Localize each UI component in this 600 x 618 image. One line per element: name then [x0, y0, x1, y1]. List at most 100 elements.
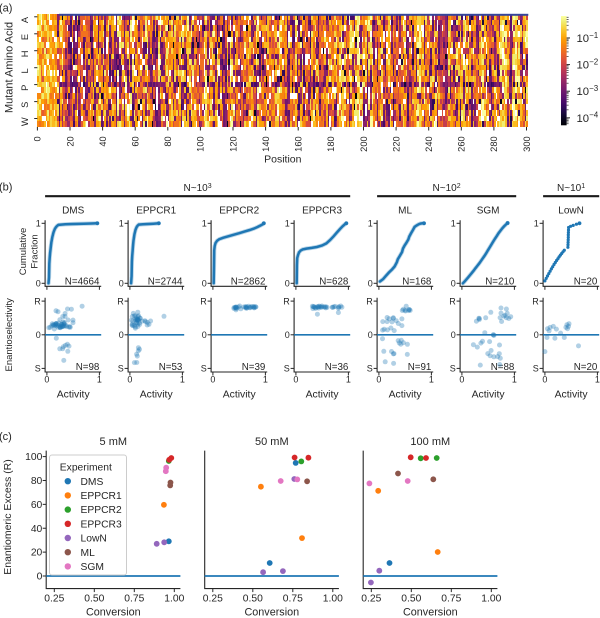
svg-text:5 mM: 5 mM: [100, 436, 128, 448]
svg-text:1: 1: [119, 219, 124, 229]
svg-text:80: 80: [31, 476, 43, 487]
svg-text:N=98: N=98: [76, 362, 100, 373]
svg-text:0.25: 0.25: [361, 594, 381, 605]
svg-text:W: W: [20, 117, 30, 126]
svg-text:SGM: SGM: [81, 562, 104, 573]
svg-text:0: 0: [37, 572, 43, 583]
svg-text:R: R: [34, 296, 41, 306]
svg-text:0: 0: [285, 279, 290, 289]
svg-text:DMS: DMS: [62, 206, 85, 217]
svg-text:DMS: DMS: [81, 477, 104, 488]
svg-text:A: A: [20, 16, 30, 23]
svg-text:200: 200: [359, 136, 369, 152]
svg-text:0: 0: [119, 330, 124, 340]
svg-text:1: 1: [451, 219, 456, 229]
svg-text:(b): (b): [0, 182, 12, 194]
svg-text:0: 0: [534, 279, 539, 289]
svg-text:L: L: [20, 68, 30, 73]
svg-text:1: 1: [36, 219, 41, 229]
svg-text:Activity: Activity: [140, 389, 174, 400]
svg-text:EPPCR3: EPPCR3: [81, 519, 122, 530]
svg-text:0: 0: [293, 374, 298, 384]
svg-text:(a): (a): [0, 3, 12, 15]
svg-text:S: S: [20, 102, 30, 108]
svg-text:R: R: [532, 296, 539, 306]
svg-text:Position: Position: [264, 154, 302, 166]
svg-text:N~102: N~102: [433, 183, 461, 194]
svg-text:P: P: [20, 85, 30, 91]
svg-text:Conversion: Conversion: [244, 607, 299, 618]
svg-text:Activity: Activity: [223, 389, 257, 400]
svg-text:Conversion: Conversion: [86, 607, 141, 618]
svg-text:1.00: 1.00: [164, 594, 184, 605]
svg-text:N=20: N=20: [574, 276, 598, 287]
svg-text:20: 20: [31, 548, 43, 559]
svg-text:LowN: LowN: [558, 206, 584, 217]
svg-text:N=628: N=628: [319, 276, 349, 287]
svg-text:100: 100: [25, 452, 42, 463]
svg-text:0: 0: [285, 330, 290, 340]
svg-text:300: 300: [522, 136, 532, 152]
svg-text:SGM: SGM: [477, 206, 500, 217]
svg-text:0: 0: [202, 330, 207, 340]
svg-text:N~101: N~101: [557, 183, 585, 194]
svg-text:Activity: Activity: [306, 389, 340, 400]
svg-text:N=36: N=36: [325, 362, 349, 373]
svg-text:Mutant Amino Acid: Mutant Amino Acid: [4, 22, 16, 113]
svg-text:S: S: [201, 364, 207, 374]
svg-text:80: 80: [163, 136, 173, 146]
svg-text:0: 0: [202, 279, 207, 289]
svg-text:E: E: [20, 34, 30, 40]
svg-text:0: 0: [127, 374, 132, 384]
svg-text:50 mM: 50 mM: [255, 436, 289, 448]
svg-text:R: R: [449, 296, 456, 306]
svg-text:0: 0: [36, 279, 41, 289]
svg-text:0: 0: [376, 374, 381, 384]
svg-text:0.25: 0.25: [44, 594, 64, 605]
svg-text:60: 60: [31, 500, 43, 511]
svg-text:R: R: [117, 296, 124, 306]
svg-text:H: H: [20, 51, 30, 58]
svg-text:1: 1: [368, 219, 373, 229]
svg-text:60: 60: [131, 136, 141, 146]
svg-text:0: 0: [368, 279, 373, 289]
svg-text:0: 0: [119, 279, 124, 289]
svg-text:100 mM: 100 mM: [410, 436, 450, 448]
svg-text:100: 100: [196, 136, 206, 152]
svg-text:1: 1: [429, 374, 434, 384]
svg-text:0: 0: [36, 330, 41, 340]
svg-text:0: 0: [451, 279, 456, 289]
svg-text:Activity: Activity: [57, 389, 91, 400]
svg-text:EPPCR1: EPPCR1: [136, 206, 176, 217]
svg-text:1: 1: [180, 374, 185, 384]
svg-text:N=2744: N=2744: [148, 276, 183, 287]
svg-text:R: R: [283, 296, 290, 306]
svg-text:ML: ML: [81, 548, 96, 559]
svg-text:1.00: 1.00: [323, 594, 343, 605]
svg-text:0: 0: [451, 330, 456, 340]
svg-text:20: 20: [65, 136, 75, 146]
svg-text:R: R: [200, 296, 207, 306]
svg-text:0: 0: [210, 374, 215, 384]
svg-text:180: 180: [326, 136, 336, 152]
svg-text:Activity: Activity: [555, 389, 589, 400]
svg-text:N=91: N=91: [408, 362, 432, 373]
svg-text:0: 0: [44, 374, 49, 384]
svg-text:0.25: 0.25: [203, 594, 223, 605]
svg-text:40: 40: [98, 136, 108, 146]
svg-text:0.75: 0.75: [283, 594, 303, 605]
svg-text:S: S: [284, 364, 290, 374]
svg-text:N=4664: N=4664: [65, 276, 100, 287]
svg-text:280: 280: [489, 136, 499, 152]
svg-text:N=2862: N=2862: [231, 276, 266, 287]
svg-text:Activity: Activity: [389, 389, 423, 400]
svg-text:1: 1: [512, 374, 517, 384]
svg-text:240: 240: [424, 136, 434, 152]
svg-text:0.50: 0.50: [243, 594, 263, 605]
svg-text:N=210: N=210: [485, 276, 515, 287]
svg-text:160: 160: [294, 136, 304, 152]
svg-text:N=53: N=53: [159, 362, 183, 373]
svg-text:S: S: [533, 364, 539, 374]
svg-text:0: 0: [542, 374, 547, 384]
svg-text:Experiment: Experiment: [60, 462, 112, 473]
